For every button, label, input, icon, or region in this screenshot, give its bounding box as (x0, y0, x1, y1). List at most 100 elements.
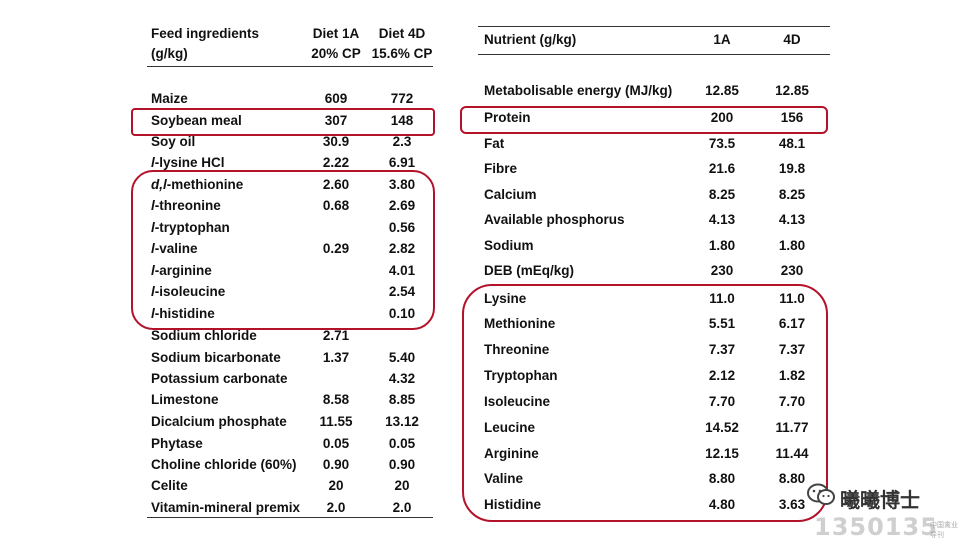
ingredient-name: d,l-methionine (151, 177, 243, 192)
nutrient-1a-value: 4.80 (708, 497, 736, 512)
nutrient-name: Histidine (484, 497, 542, 512)
diet-1a-value: 1.37 (322, 350, 350, 365)
header-feed-ingredients: Feed ingredients (151, 26, 260, 41)
ingredient-name: Celite (151, 478, 188, 493)
nutrient-name: Threonine (484, 342, 550, 357)
diet-1a-value: 0.05 (322, 436, 350, 451)
ingredient-label: Phytase (151, 436, 203, 451)
ingredient-name: Dicalcium phosphate (151, 414, 287, 429)
nutrient-name: Metabolisable energy (MJ/kg) (484, 83, 673, 98)
diet-1a-value: 0.29 (322, 241, 350, 256)
diet-1a-value: 2.60 (322, 177, 350, 192)
nutrient-1a-value: 7.70 (708, 394, 736, 409)
diet-4d-value: 13.12 (385, 414, 419, 429)
ingredient-prefix: l (151, 220, 155, 235)
ingredient-name: Sodium bicarbonate (151, 350, 281, 365)
diet-4d-value: 2.54 (388, 284, 416, 299)
nutrient-1a-value: 8.25 (708, 187, 736, 202)
diet-4d-value: 2.69 (388, 198, 416, 213)
diet-4d-value: 5.40 (388, 350, 416, 365)
header-diet-1a: Diet 1A (312, 26, 360, 41)
diet-4d-value: 0.10 (388, 306, 416, 321)
ingredient-name: Potassium carbonate (151, 371, 288, 386)
nutrient-name: Sodium (484, 238, 534, 253)
ingredient-name: Phytase (151, 436, 203, 451)
nutrient-name: Arginine (484, 446, 539, 461)
diet-4d-value: 772 (390, 91, 414, 106)
ingredient-prefix: l (151, 284, 155, 299)
right-header-rule (478, 54, 830, 55)
diet-1a-value: 2.71 (322, 328, 350, 343)
nutrient-4d-value: 230 (780, 263, 804, 278)
nutrient-4d-value: 6.17 (778, 316, 806, 331)
diet-4d-value: 8.85 (388, 392, 416, 407)
ingredient-name: l-threonine (151, 198, 221, 213)
highlight-protein (460, 106, 828, 134)
ingredient-label: -methionine (166, 177, 244, 192)
nutrient-4d-value: 11.77 (775, 420, 809, 435)
nutrient-4d-value: 11.44 (775, 446, 809, 461)
ingredient-name: l-isoleucine (151, 284, 225, 299)
header-4d: 4D (783, 32, 801, 47)
ingredient-label: -arginine (154, 263, 212, 278)
nutrient-name: Isoleucine (484, 394, 551, 409)
ingredient-label: Dicalcium phosphate (151, 414, 287, 429)
ingredient-name: Maize (151, 91, 188, 106)
header-1a: 1A (713, 32, 731, 47)
highlight-amino-acids-left (131, 170, 435, 330)
nutrient-1a-value: 8.80 (708, 471, 736, 486)
diet-1a-value: 2.0 (326, 500, 346, 515)
nutrient-1a-value: 12.85 (705, 83, 739, 98)
ingredient-label: Sodium chloride (151, 328, 257, 343)
diet-4d-value: 148 (390, 113, 414, 128)
ingredient-name: Choline chloride (60%) (151, 457, 297, 472)
nutrient-4d-value: 48.1 (778, 136, 806, 151)
ingredient-name: l-lysine HCl (151, 155, 225, 170)
nutrient-1a-value: 4.13 (708, 212, 736, 227)
ingredient-prefix: l (151, 241, 155, 256)
ingredient-label: Potassium carbonate (151, 371, 288, 386)
watermark-name: 曦曦博士 (840, 488, 920, 512)
nutrient-1a-value: 200 (710, 110, 734, 125)
nutrient-name: Fat (484, 136, 505, 151)
nutrient-4d-value: 7.37 (778, 342, 806, 357)
ingredient-label: -tryptophan (154, 220, 230, 235)
ingredient-prefix: l (151, 198, 155, 213)
diet-1a-value: 8.58 (322, 392, 350, 407)
header-diet-4d-cp: 15.6% CP (371, 46, 433, 61)
ingredient-name: Soy oil (151, 134, 195, 149)
nutrient-4d-value: 19.8 (778, 161, 806, 176)
nutrient-name: Calcium (484, 187, 537, 202)
nutrient-1a-value: 2.12 (708, 368, 736, 383)
header-diet-4d: Diet 4D (378, 26, 426, 41)
nutrient-4d-value: 1.82 (778, 368, 806, 383)
diet-1a-value: 609 (324, 91, 348, 106)
diet-4d-value: 0.90 (388, 457, 416, 472)
nutrient-4d-value: 8.25 (778, 187, 806, 202)
highlight-amino-acids-right (462, 284, 828, 522)
diet-4d-value: 3.80 (388, 177, 416, 192)
ingredient-label: -valine (154, 241, 198, 256)
diet-4d-value: 2.3 (392, 134, 412, 149)
nutrient-1a-value: 73.5 (708, 136, 736, 151)
ingredient-name: l-tryptophan (151, 220, 230, 235)
ingredient-label: Celite (151, 478, 188, 493)
ingredient-label: -isoleucine (154, 284, 226, 299)
nutrient-1a-value: 12.15 (705, 446, 739, 461)
nutrient-name: Protein (484, 110, 531, 125)
nutrient-name: Fibre (484, 161, 518, 176)
nutrient-4d-value: 7.70 (778, 394, 806, 409)
ingredient-name: Limestone (151, 392, 219, 407)
left-header-rule (147, 66, 433, 67)
ingredient-label: Soybean meal (151, 113, 242, 128)
diet-4d-value: 2.82 (388, 241, 416, 256)
diet-4d-value: 0.56 (388, 220, 416, 235)
diet-4d-value: 20 (394, 478, 410, 493)
nutrient-1a-value: 5.51 (708, 316, 736, 331)
ingredient-label: Choline chloride (60%) (151, 457, 297, 472)
ingredient-label: -threonine (154, 198, 221, 213)
ingredient-label: -lysine HCl (154, 155, 225, 170)
nutrient-name: Available phosphorus (484, 212, 625, 227)
diet-1a-value: 0.90 (322, 457, 350, 472)
nutrient-1a-value: 14.52 (705, 420, 739, 435)
